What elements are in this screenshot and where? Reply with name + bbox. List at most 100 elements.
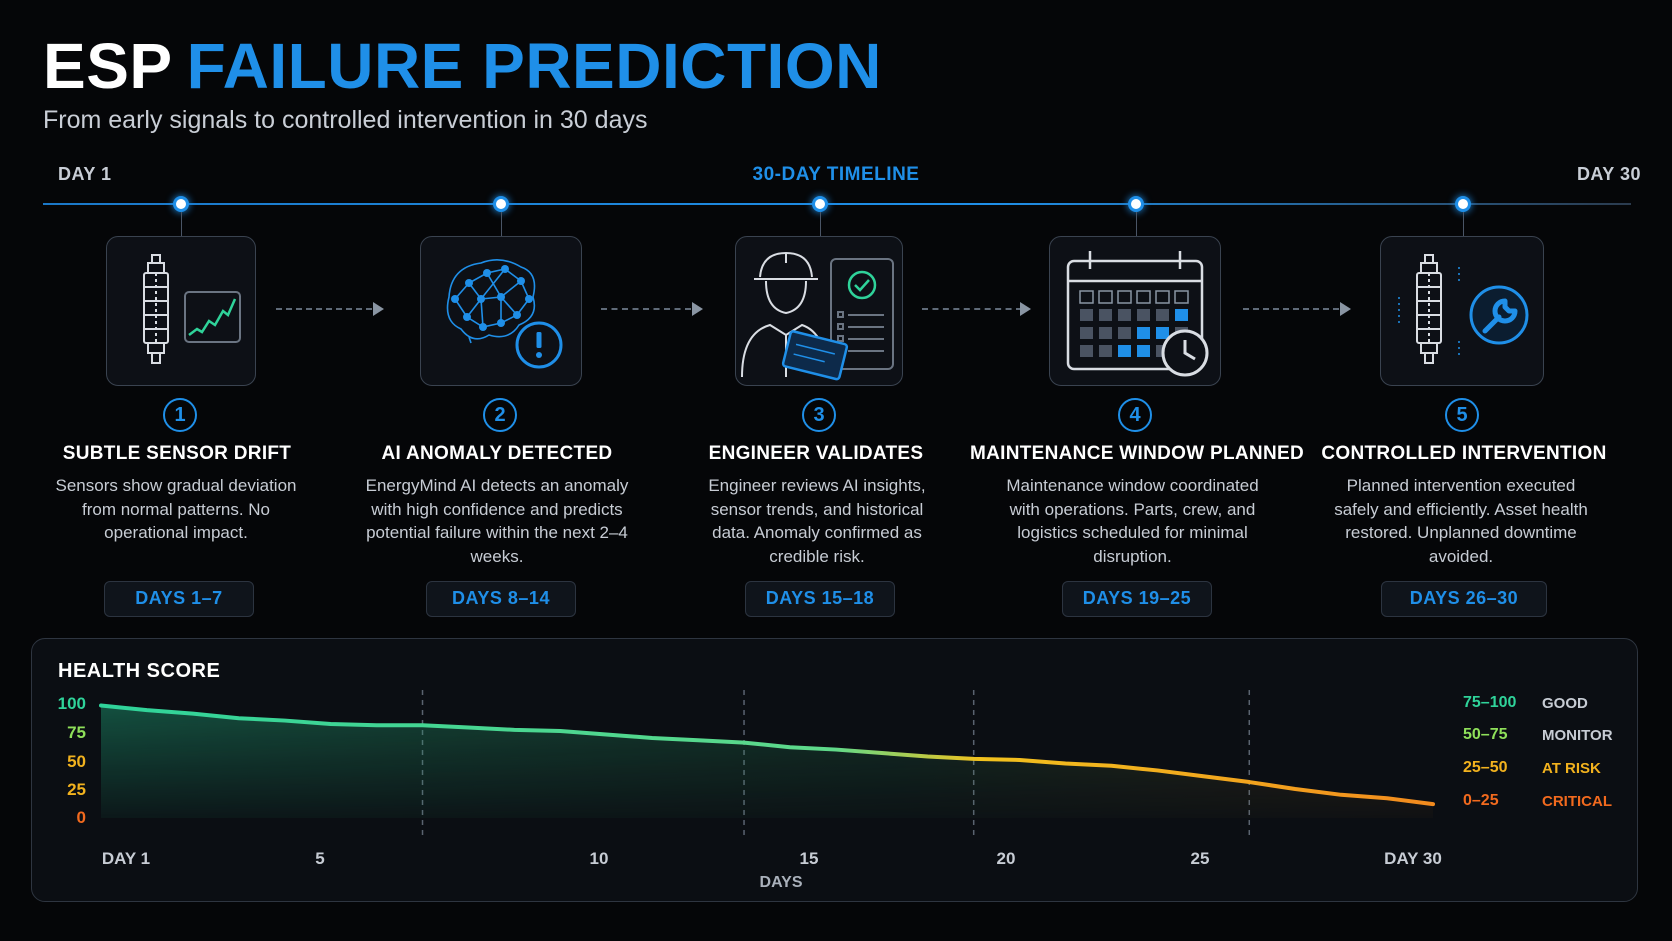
step-1-days-badge: DAYS 1–7 <box>104 581 254 617</box>
page-subtitle: From early signals to controlled interve… <box>43 106 648 134</box>
health-score-point <box>834 748 838 752</box>
step-5-title: CONTROLLED INTERVENTION <box>1321 443 1607 464</box>
calendar-clock-icon <box>1066 251 1209 377</box>
timeline-node-1 <box>173 196 189 212</box>
x-tick-day-30: DAY 30 <box>1384 849 1442 868</box>
health-score-point <box>880 751 884 755</box>
flow-arrow-head <box>373 302 384 316</box>
health-score-point <box>1155 768 1159 772</box>
step-5-description: Planned intervention executed safely and… <box>1334 476 1588 566</box>
calendar-cell <box>1155 290 1170 304</box>
calendar-cell <box>1175 309 1188 321</box>
calendar-cell <box>1099 327 1112 339</box>
calendar-cell <box>1099 345 1112 357</box>
health-score-point <box>283 719 287 723</box>
calendar-cell <box>1137 345 1150 357</box>
step-3-number: 3 <box>802 398 836 432</box>
calendar-cell <box>1118 345 1131 357</box>
health-score-point <box>1385 796 1389 800</box>
health-score-point <box>1064 761 1068 765</box>
ai-brain-alert-icon <box>446 259 563 369</box>
y-tick-75: 75 <box>67 723 86 742</box>
step-2-card <box>420 236 582 386</box>
flow-arrow <box>1243 308 1349 310</box>
health-score-point <box>145 708 149 712</box>
step-5-days-badge: DAYS 26–30 <box>1381 581 1547 617</box>
health-score-point <box>1339 793 1343 797</box>
health-score-point <box>1109 764 1113 768</box>
step-2-description: EnergyMind AI detects an anomaly with hi… <box>365 476 629 566</box>
calendar-cell <box>1080 345 1093 357</box>
timeline-start-label: DAY 1 <box>58 164 112 184</box>
timeline-node-4 <box>1128 196 1144 212</box>
health-score-point <box>926 755 930 759</box>
calendar-cell <box>1137 309 1150 321</box>
esp-pump-trend-icon <box>143 254 241 364</box>
calendar-cell <box>1156 309 1169 321</box>
health-score-point <box>329 722 333 726</box>
step-4-description: Maintenance window coordinated with oper… <box>1006 476 1259 566</box>
health-score-point <box>375 723 379 727</box>
step-2-number: 2 <box>483 398 517 432</box>
health-score-point <box>558 729 562 733</box>
timeline-node-2 <box>493 196 509 212</box>
flow-arrow <box>276 308 372 310</box>
step-1-card <box>106 236 256 386</box>
flow-arrow <box>601 308 691 310</box>
calendar-cell <box>1098 290 1113 304</box>
health-score-point <box>742 741 746 745</box>
health-score-point <box>696 738 700 742</box>
step-3-description: Engineer reviews AI insights, sensor tre… <box>708 476 926 566</box>
health-score-point <box>237 716 241 720</box>
timeline-node-5 <box>1455 196 1471 212</box>
flow-arrow <box>922 308 1022 310</box>
legend-range-critical: 0–25 <box>1463 792 1499 809</box>
health-score-point <box>1201 774 1205 778</box>
health-score-point <box>972 757 976 761</box>
health-score-line <box>99 703 1435 807</box>
calendar-cell <box>1137 327 1150 339</box>
calendar-cell <box>1099 309 1112 321</box>
health-score-point <box>466 726 470 730</box>
timeline-stem <box>1463 212 1464 236</box>
health-score-point <box>650 736 654 740</box>
x-tick-10: 10 <box>589 849 609 868</box>
step-2-days-badge: DAYS 8–14 <box>426 581 576 617</box>
y-tick-50: 50 <box>67 752 86 771</box>
health-score-point <box>1247 780 1251 784</box>
legend-label-critical: CRITICAL <box>1542 793 1612 810</box>
flow-arrow-head <box>692 302 703 316</box>
health-score-point <box>604 732 608 736</box>
calendar-cell <box>1080 327 1093 339</box>
legend-range-monitor: 50–75 <box>1463 726 1508 743</box>
calendar-cell <box>1136 290 1151 304</box>
timeline-line <box>43 203 1631 205</box>
page-title: ESP FAILURE PREDICTION <box>43 34 882 98</box>
health-score-point <box>788 745 792 749</box>
legend-range-good: 75–100 <box>1463 694 1517 711</box>
health-score-point <box>512 728 516 732</box>
legend-label-good: GOOD <box>1542 695 1588 712</box>
esp-pump-wrench-icon <box>1398 254 1529 364</box>
x-tick-15: 15 <box>799 849 819 868</box>
step-2-title: AI ANOMALY DETECTED <box>381 443 613 464</box>
flow-arrow-head <box>1340 302 1351 316</box>
step-3-card <box>735 236 903 386</box>
legend-label-monitor: MONITOR <box>1542 727 1613 744</box>
legend-label-at-risk: AT RISK <box>1542 760 1601 777</box>
health-score-point <box>191 712 195 716</box>
y-tick-25: 25 <box>67 780 86 799</box>
x-tick-25: 25 <box>1190 849 1210 868</box>
health-score-point <box>1293 787 1297 791</box>
engineer-checklist-icon <box>741 251 894 381</box>
calendar-cell <box>1156 327 1169 339</box>
x-tick-5: 5 <box>315 849 325 868</box>
title-part-failure-prediction: FAILURE PREDICTION <box>186 30 882 102</box>
timeline-end-label: DAY 30 <box>1576 164 1641 184</box>
step-4-card <box>1049 236 1221 386</box>
step-5-card <box>1380 236 1544 386</box>
calendar-cell <box>1118 327 1131 339</box>
step-3-title: ENGINEER VALIDATES <box>708 443 924 464</box>
timeline-stem <box>1136 212 1137 236</box>
